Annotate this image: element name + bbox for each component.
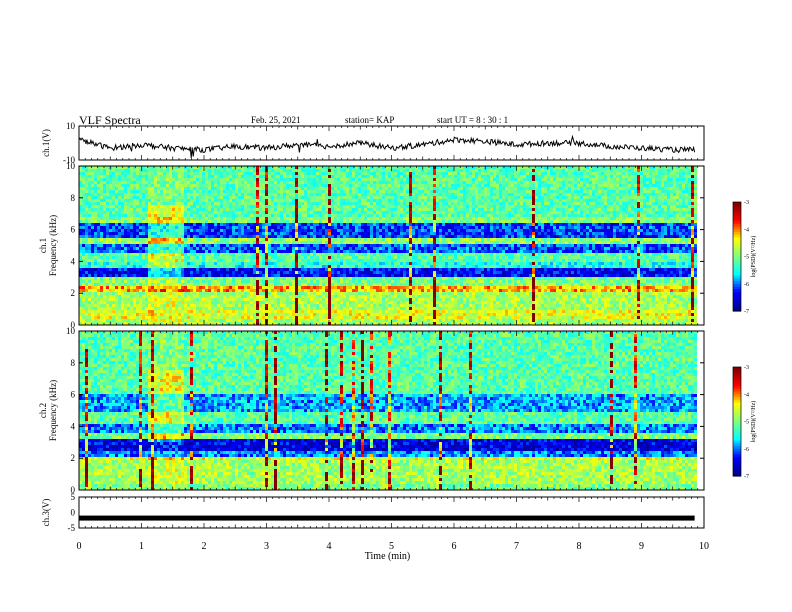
xaxis-tick-label: 3 bbox=[264, 541, 269, 552]
ch1-ytick-label: 4 bbox=[71, 256, 76, 266]
ch2-spectrogram-cells bbox=[79, 331, 697, 490]
ch1-ytick-label: 8 bbox=[71, 193, 76, 203]
ch1-colorbar-tick-label: -4 bbox=[744, 227, 749, 233]
xaxis-tick-label: 6 bbox=[452, 541, 457, 552]
ch2-ytick-label: 8 bbox=[71, 358, 76, 368]
ch1-colorbar-tick-label: -6 bbox=[744, 282, 749, 288]
ch1-spectrogram-cells bbox=[79, 166, 697, 325]
ch2-colorbar-tick-label: -6 bbox=[744, 447, 749, 453]
ch1-ytick-label: 6 bbox=[71, 225, 76, 235]
xaxis-tick-label: 9 bbox=[639, 541, 644, 552]
ch1-colorbar bbox=[733, 202, 741, 312]
ch2-ylabel-frequency: Frequency (kHz) bbox=[48, 380, 58, 441]
ch2-ytick-label: 0 bbox=[71, 485, 76, 495]
xaxis-tick-label: 1 bbox=[139, 541, 144, 552]
ch2-ytick-label: 10 bbox=[66, 326, 76, 336]
ch1-colorbar-tick-label: -7 bbox=[744, 309, 749, 315]
ch2-ytick-label: 6 bbox=[71, 390, 76, 400]
xaxis-tick-label: 0 bbox=[77, 541, 82, 552]
xaxis-tick-label: 10 bbox=[699, 541, 709, 552]
ch1-ytick-label: 10 bbox=[66, 161, 76, 171]
ch1-ytick-label: 2 bbox=[71, 288, 76, 298]
ch3-ytick-label: -5 bbox=[68, 523, 76, 533]
xaxis-tick-label: 8 bbox=[577, 541, 582, 552]
ch1-colorbar-label: log(PSD)(V²/Hz) bbox=[750, 236, 757, 277]
ch1-colorbar-tick-label: -3 bbox=[744, 200, 749, 206]
ch2-ytick-label: 2 bbox=[71, 453, 76, 463]
ch2-ylabel-channel: ch.2 bbox=[38, 403, 48, 418]
ch1-ylabel-frequency: Frequency (kHz) bbox=[48, 215, 58, 276]
ch2-colorbar-tick-label: -7 bbox=[744, 474, 749, 480]
ch1-ylabel-channel: ch.1 bbox=[38, 238, 48, 253]
ch2-ytick-label: 4 bbox=[71, 421, 76, 431]
ch2-colorbar-label: log(PSD)(V²/Hz) bbox=[750, 401, 757, 442]
xaxis-label: Time (min) bbox=[365, 551, 410, 562]
panel-frame-p1 bbox=[79, 126, 704, 160]
ch1-waveform-line bbox=[79, 137, 695, 158]
ch1-colorbar-tick-label: -5 bbox=[744, 255, 749, 261]
xaxis-tick-label: 2 bbox=[202, 541, 207, 552]
ch2-colorbar-tick-label: -4 bbox=[744, 392, 749, 398]
ch3-ylabel: ch.3(V) bbox=[41, 499, 51, 527]
ch3-ytick-label: 0 bbox=[71, 508, 76, 518]
xaxis-tick-label: 7 bbox=[514, 541, 519, 552]
ch2-colorbar bbox=[733, 367, 741, 477]
ch1-ylabel: ch.1(V) bbox=[41, 129, 51, 157]
ch2-colorbar-tick-label: -3 bbox=[744, 365, 749, 371]
ch2-colorbar-tick-label: -5 bbox=[744, 420, 749, 426]
ch3-waveform-band bbox=[79, 516, 695, 521]
xaxis-tick-label: 4 bbox=[327, 541, 332, 552]
ch1-ytick-label: 10 bbox=[66, 121, 76, 131]
